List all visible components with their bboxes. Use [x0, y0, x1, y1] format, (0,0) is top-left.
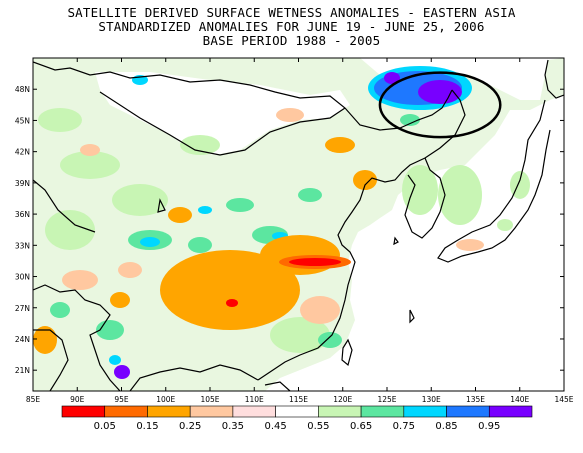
- title-line-1: SATELLITE DERIVED SURFACE WETNESS ANOMAL…: [67, 5, 516, 20]
- colorbar-label: 0.95: [478, 421, 500, 432]
- colorbar: 0.05 0.15 0.25 0.35 0.45 0.55 0.65 0.75 0.85 0.95: [61, 405, 533, 432]
- colorbar-swatch: [446, 405, 490, 418]
- colorbar-label: 0.55: [307, 421, 329, 432]
- lat-tick-label: 39N: [15, 179, 30, 188]
- lon-tick-label: 135E: [466, 395, 485, 404]
- highlight-ellipse: [378, 71, 502, 139]
- lat-tick-label: 42N: [15, 148, 30, 157]
- coastlines: [33, 59, 564, 391]
- dry-red-streak: [226, 255, 351, 307]
- lat-tick-label: 27N: [15, 304, 30, 313]
- lat-tick-label: 24N: [15, 335, 30, 344]
- colorbar-swatch: [360, 405, 405, 418]
- colorbar-swatch: [232, 405, 276, 418]
- colorbar-label: 0.65: [350, 421, 372, 432]
- colorbar-swatch: [189, 405, 234, 418]
- lon-tick-label: 100E: [156, 395, 175, 404]
- lon-tick-label: 85E: [26, 395, 41, 404]
- wet-green-patches: [38, 108, 482, 353]
- title-line-3: BASE PERIOD 1988 - 2005: [202, 33, 381, 48]
- lon-tick-label: 115E: [289, 395, 308, 404]
- lon-tick-label: 120E: [333, 395, 352, 404]
- colorbar-label: 0.85: [435, 421, 457, 432]
- lon-tick-label: 110E: [245, 395, 264, 404]
- myanmar-wet-patch: [114, 365, 130, 379]
- land-base: [33, 58, 564, 391]
- lat-tick-label: 21N: [15, 366, 30, 375]
- dry-pink-patches: [62, 108, 340, 324]
- colorbar-swatch: [104, 405, 148, 418]
- map-area: [33, 58, 564, 391]
- arid-region: [95, 72, 350, 155]
- colorbar-label: 0.25: [179, 421, 201, 432]
- dry-orange-patches: [33, 137, 377, 354]
- lat-tick-label: 30N: [15, 273, 30, 282]
- latitude-axis: 21N 24N 27N 30N 33N 36N 39N 42N 45N 48N: [15, 85, 564, 375]
- colorbar-label: 0.45: [265, 421, 287, 432]
- wet-teal-patches: [50, 114, 420, 348]
- lat-tick-label: 45N: [15, 116, 30, 125]
- lon-tick-label: 145E: [554, 395, 573, 404]
- lat-tick-label: 33N: [15, 241, 30, 250]
- colorbar-swatch: [61, 405, 106, 418]
- lon-tick-label: 130E: [422, 395, 441, 404]
- lon-tick-label: 90E: [70, 395, 85, 404]
- colorbar-label: 0.35: [222, 421, 244, 432]
- wet-cyan-patches: [109, 75, 288, 365]
- colorbar-swatch: [488, 405, 533, 418]
- lon-tick-label: 125E: [377, 395, 396, 404]
- lon-tick-label: 140E: [510, 395, 529, 404]
- colorbar-swatch: [275, 405, 319, 418]
- ne-china-wet-anomaly: [368, 66, 472, 110]
- lon-tick-label: 105E: [200, 395, 219, 404]
- colorbar-swatch: [147, 405, 191, 418]
- title-line-2: STANDARDIZED ANOMALIES FOR JUNE 19 - JUN…: [98, 19, 485, 34]
- lat-tick-label: 36N: [15, 210, 30, 219]
- colorbar-swatch: [403, 405, 447, 418]
- longitude-axis: 85E 90E 95E 100E 105E 110E 115E 120E 125E 130E 135…: [26, 58, 574, 404]
- map-title: SATELLITE DERIVED SURFACE WETNESS ANOMAL…: [0, 6, 583, 48]
- colorbar-label: 0.75: [393, 421, 415, 432]
- colorbar-label: 0.15: [136, 421, 158, 432]
- lat-tick-label: 48N: [15, 85, 30, 94]
- lon-tick-label: 95E: [114, 395, 129, 404]
- colorbar-swatch: [318, 405, 362, 418]
- colorbar-label: 0.05: [94, 421, 116, 432]
